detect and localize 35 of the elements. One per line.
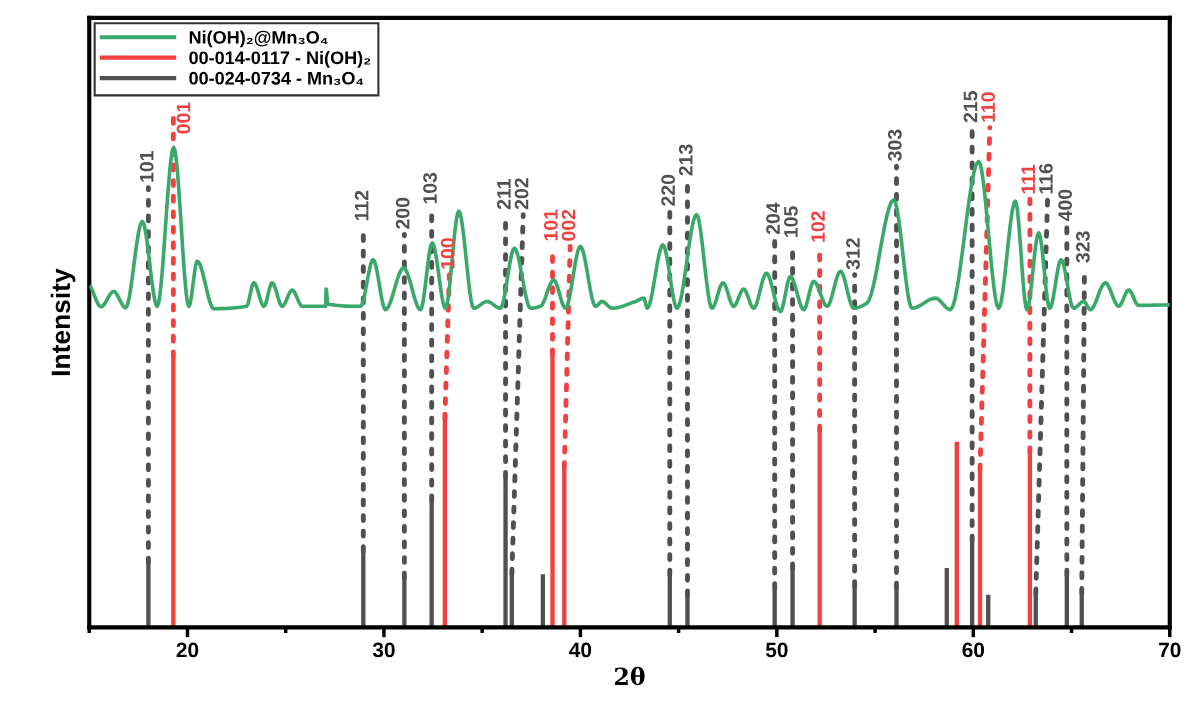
annotation: 101 xyxy=(543,209,558,241)
x-tick-label: 30 xyxy=(372,642,395,658)
annotation: 002 xyxy=(561,209,576,241)
annotation: 001 xyxy=(176,102,191,134)
x-tick-label: 20 xyxy=(176,642,199,658)
annotation: 202 xyxy=(514,178,529,210)
annotation: 312 xyxy=(846,238,860,270)
legend-label: 00-014-0117 - Ni(OH)₂ xyxy=(189,50,371,68)
annotation: 400 xyxy=(1058,189,1073,222)
bar xyxy=(954,441,959,628)
annotation: 303 xyxy=(887,129,902,161)
annotation: 213 xyxy=(678,144,693,176)
legend-label: 00-024-0734 - Mn₃O₄ xyxy=(189,71,364,86)
x-tick-label: 70 xyxy=(1159,642,1181,658)
annotation: 215 xyxy=(963,91,978,123)
annotation: 211 xyxy=(497,179,511,210)
annotation: 100 xyxy=(440,238,455,269)
legend-label: Ni(OH)₂@Mn₃O₄ xyxy=(189,30,328,48)
x-tick-label: 60 xyxy=(962,642,985,658)
annotation: 204 xyxy=(766,202,780,235)
x-tick-label: 40 xyxy=(569,642,592,658)
annotation: 112 xyxy=(354,190,369,221)
annotation: 116 xyxy=(1039,163,1053,194)
annotation: 200 xyxy=(395,197,410,229)
annotation: 111 xyxy=(1021,164,1035,194)
x-tick-label: 50 xyxy=(765,642,788,658)
annotation: 110 xyxy=(981,92,996,122)
annotation: 220 xyxy=(661,174,675,206)
annotation: 102 xyxy=(811,211,825,242)
annotation: 101 xyxy=(139,151,154,182)
y-axis-title: Intensity xyxy=(50,268,76,376)
x-axis-title: 2θ xyxy=(615,666,645,686)
annotation: 323 xyxy=(1075,231,1090,263)
annotation: 105 xyxy=(784,206,798,237)
annotation: 103 xyxy=(423,172,437,204)
